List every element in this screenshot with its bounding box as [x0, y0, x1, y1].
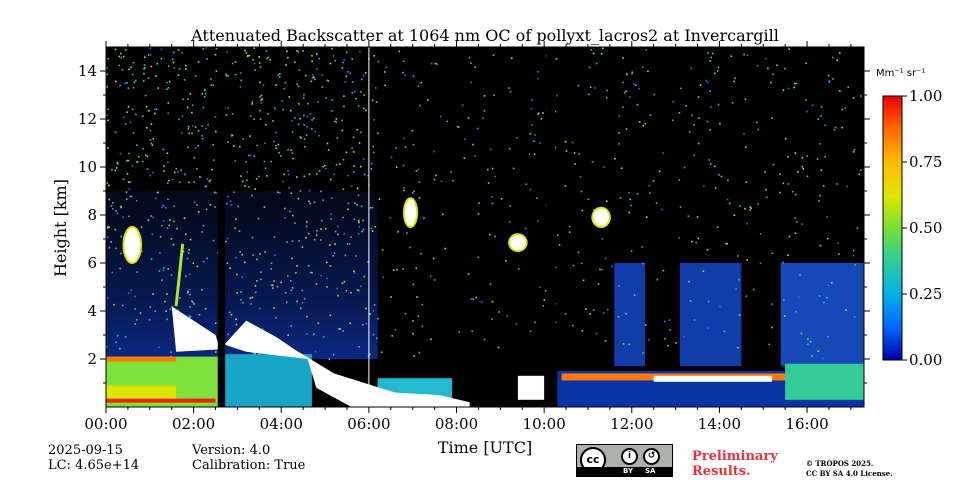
x-tick-label: 08:00 [435, 415, 478, 433]
surface-layer [106, 398, 216, 403]
x-tick-label: 02:00 [172, 415, 215, 433]
cloud-trail [174, 243, 185, 307]
x-tick-label: 10:00 [523, 415, 566, 433]
boundary-layer-band [224, 354, 312, 407]
cc-sa-label: SA [645, 467, 656, 475]
colorbar-tick-label: 0.25 [909, 285, 942, 303]
x-tick-label: 16:00 [785, 415, 828, 433]
noise-region [780, 263, 864, 367]
noise-region [679, 263, 742, 367]
colorbar-tick-label: 0.50 [909, 219, 942, 237]
chart-title: Attenuated Backscatter at 1064 nm OC of … [190, 26, 779, 45]
elevated-cloud [508, 233, 528, 253]
cloud [224, 320, 470, 407]
boundary-layer-band [785, 363, 864, 400]
y-axis-label: Height [km] [51, 179, 70, 277]
y-tick-label: 6 [87, 254, 97, 272]
preliminary-line-1: Preliminary [692, 449, 778, 464]
colorbar-tick-label: 1.00 [909, 87, 942, 105]
elevated-cloud [591, 206, 611, 228]
cloud [517, 375, 545, 400]
attribution-icon: i [621, 448, 638, 465]
plot-area [106, 47, 864, 407]
y-tick-label: 4 [87, 302, 97, 320]
x-tick-label: 14:00 [698, 415, 741, 433]
y-axis: 2 4 6 8 10 12 14 [78, 62, 870, 384]
elevated-clouds [122, 197, 611, 307]
data-gap [546, 47, 556, 407]
colorbar-ticks: 0.00 0.25 0.50 0.75 1.00 [902, 87, 942, 369]
x-axis-label: Time [UTC] [438, 438, 532, 457]
cc-by-label: BY [623, 467, 634, 475]
x-tick-label: 00:00 [84, 415, 127, 433]
colorbar-tick-label: 0.75 [909, 153, 942, 171]
y-tick-label: 2 [87, 350, 97, 368]
cc-strip: BY SA [577, 467, 672, 476]
y-tick-label: 12 [78, 110, 97, 128]
noise-region [614, 263, 645, 367]
elevated-cloud [122, 226, 143, 264]
preliminary-line-2: Results. [692, 464, 751, 479]
footer-calibration: Calibration: True [192, 458, 306, 473]
cloud [653, 375, 772, 382]
speckle-noise [106, 47, 862, 361]
footer-date: 2025-09-15 [48, 443, 123, 458]
y-tick-label: 14 [78, 62, 97, 80]
boundary-layer-top [106, 356, 177, 362]
elevated-cloud [402, 197, 419, 229]
preliminary-notice: Preliminary Results. [692, 449, 778, 479]
y-tick-label: 8 [87, 206, 97, 224]
colorbar-tick-label: 0.00 [909, 351, 942, 369]
cloud [171, 306, 220, 352]
x-tick-label: 06:00 [347, 415, 390, 433]
y-tick-label: 10 [78, 158, 97, 176]
plot-frame [105, 46, 865, 408]
copyright-notice: © TROPOS 2025. CC BY SA 4.0 License. [806, 459, 893, 479]
x-axis: 00:00 02:00 04:00 06:00 08:00 10:00 12:00 14:00… [84, 41, 852, 433]
x-tick-label: 04:00 [260, 415, 303, 433]
copyright-line-2: CC BY SA 4.0 License. [806, 469, 893, 478]
share-alike-icon: ↺ [643, 448, 660, 465]
x-tick-label: 12:00 [610, 415, 653, 433]
footer-version: Version: 4.0 [192, 443, 271, 458]
footer-lc: LC: 4.65e+14 [48, 458, 140, 473]
colorbar-unit: Mm⁻¹ sr⁻¹ [876, 68, 925, 79]
saturated-clouds [171, 306, 772, 407]
copyright-line-1: © TROPOS 2025. [806, 459, 874, 468]
data-gap [217, 47, 226, 407]
cc-license-badge: cc i ↺ BY SA [576, 444, 673, 477]
colorbar [882, 95, 903, 361]
boundary-layer-band [106, 385, 177, 403]
